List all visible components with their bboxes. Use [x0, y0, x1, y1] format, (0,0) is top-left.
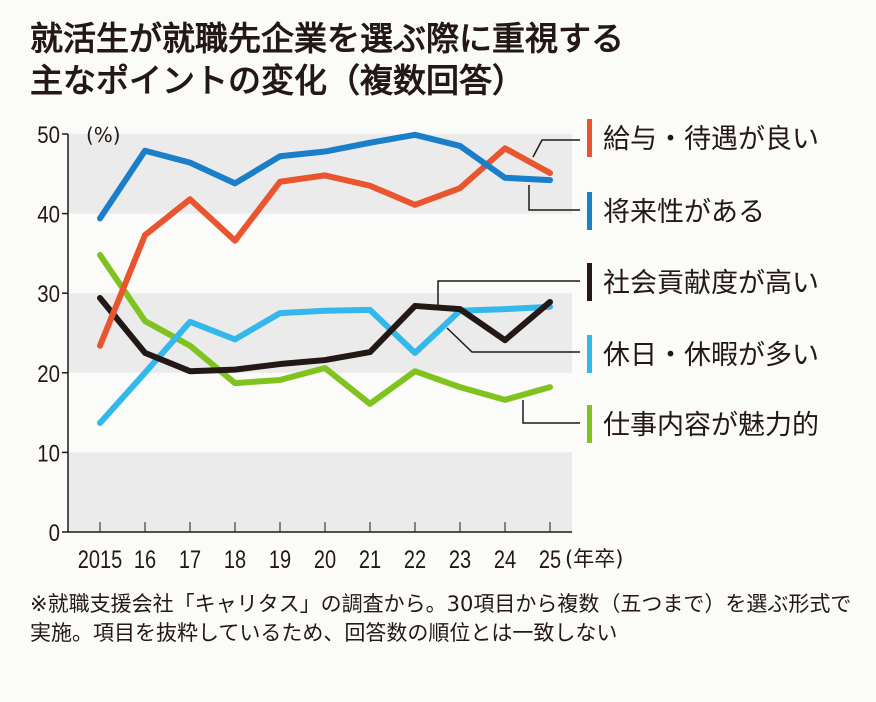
x-axis-unit: (年卒) — [565, 547, 623, 571]
title-line-1: 就活生が就職先企業を選ぶ際に重視する — [30, 19, 624, 58]
legend-leader-line — [437, 280, 580, 305]
legend-label: 社会貢献度が高い — [603, 268, 819, 299]
x-tick-label: 2015 — [78, 546, 122, 574]
legend-label: 仕事内容が魅力的 — [603, 410, 819, 441]
legend-swatch — [587, 335, 592, 373]
legend-leader-line — [446, 327, 580, 353]
legend-leader-line — [528, 185, 580, 211]
x-tick-label: 24 — [494, 546, 516, 574]
legend-swatch — [587, 192, 592, 230]
chart-title: 就活生が就職先企業を選ぶ際に重視する 主なポイントの変化（複数回答） — [30, 18, 624, 102]
x-tick-label: 19 — [269, 546, 291, 574]
legend-swatch — [587, 263, 592, 301]
x-tick-label: 18 — [224, 546, 246, 574]
grid-band — [68, 452, 572, 532]
x-tick-label: 25 — [539, 546, 561, 574]
legend-swatch — [587, 119, 592, 157]
legend-label: 給与・待遇が良い — [603, 124, 819, 155]
x-tick-label: 16 — [134, 546, 156, 574]
title-line-2: 主なポイントの変化（複数回答） — [30, 61, 525, 100]
legend-label: 休日・休暇が多い — [603, 340, 819, 371]
y-tick-label: 40 — [37, 201, 60, 228]
legend-leader-line — [522, 400, 580, 424]
y-axis-unit: (%) — [86, 123, 121, 147]
x-tick-label: 21 — [359, 546, 381, 574]
y-tick-label: 0 — [49, 519, 60, 546]
y-tick-label: 50 — [37, 121, 60, 148]
footnote: ※就職支援会社「キャリタス」の調査から。30項目から複数（五つまで）を選ぶ形式で… — [30, 592, 852, 645]
x-tick-label: 22 — [404, 546, 426, 574]
y-tick-label: 30 — [37, 281, 60, 308]
x-tick-label: 20 — [314, 546, 336, 574]
x-tick-label: 17 — [179, 546, 201, 574]
x-tick-label: 23 — [449, 546, 471, 574]
y-tick-label: 10 — [37, 440, 60, 467]
legend-swatch — [587, 405, 592, 443]
legend-label: 将来性がある — [603, 197, 765, 228]
legend-leader-line — [532, 139, 580, 158]
y-tick-label: 20 — [37, 360, 60, 387]
